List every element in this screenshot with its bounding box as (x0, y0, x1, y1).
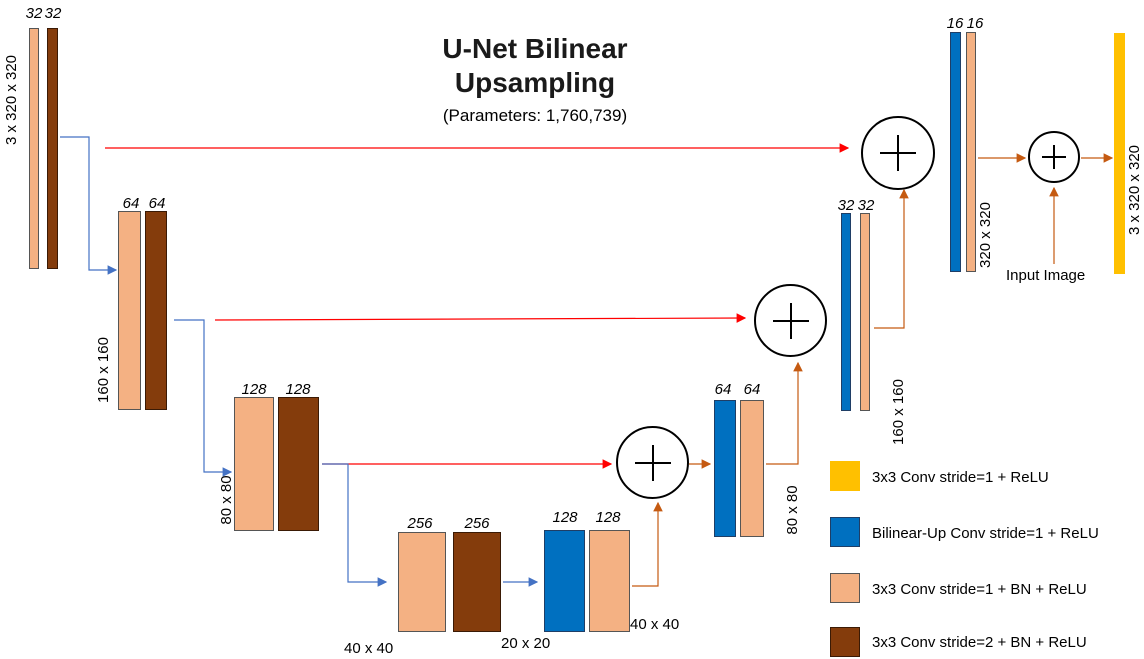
dec3-upsample-block (714, 400, 736, 537)
dim-label-80: 80 x 80 (218, 475, 235, 525)
dim-label-dec320: 320 x 320 (977, 202, 994, 268)
input-dim-label: 3 x 320 x 320 (3, 54, 20, 146)
skip-arrow-160 (214, 313, 747, 323)
diagram-title-line1: U-Net Bilinear (442, 33, 628, 64)
input-image-label: Input Image (1006, 267, 1086, 284)
channel-label: 128 (595, 509, 621, 526)
dec2-upsample-block (841, 213, 851, 411)
legend-label: Bilinear-Up Conv stride=1 + ReLU (872, 525, 1099, 542)
channel-label: 128 (241, 381, 267, 398)
down-arrow-2 (174, 319, 233, 477)
diagram-title-line2: Upsampling (454, 67, 616, 98)
dim-label-40: 40 x 40 (344, 640, 394, 657)
legend-swatch-yellow (830, 461, 860, 491)
legend-label: 3x3 Conv stride=2 + BN + ReLU (872, 634, 1087, 651)
channel-label: 128 (285, 381, 311, 398)
dec4-upsample-block (544, 530, 585, 632)
channel-label: 32 (837, 197, 855, 214)
legend-swatch-salmon (830, 573, 860, 603)
dec1-conv-block (966, 32, 976, 272)
channel-label: 64 (122, 195, 140, 212)
enc4-conv-block (398, 532, 446, 632)
channel-label: 32 (44, 5, 62, 22)
down-arrow-3 (322, 463, 388, 587)
channel-label: 16 (946, 15, 964, 32)
channel-label: 32 (25, 5, 43, 22)
enc4-down-block (453, 532, 501, 632)
channel-label: 256 (464, 515, 490, 532)
dim-label-dec40: 40 x 40 (630, 616, 680, 633)
down-arrow-1 (60, 136, 118, 275)
up-arrow-3 (766, 361, 803, 465)
output-dim-label: 3 x 320 x 320 (1126, 144, 1143, 236)
channel-label: 16 (966, 15, 984, 32)
sum-node-level1 (861, 116, 935, 190)
dec4-conv-block (589, 530, 630, 632)
dim-label-dec160: 160 x 160 (890, 379, 907, 445)
parameter-count: (Parameters: 1,760,739) (442, 106, 628, 125)
legend-label: 3x3 Conv stride=1 + ReLU (872, 469, 1049, 486)
channel-label: 32 (857, 197, 875, 214)
legend-swatch-blue (830, 517, 860, 547)
channel-label: 128 (552, 509, 578, 526)
enc1-conv-block (29, 28, 39, 269)
dim-label-dec80: 80 x 80 (784, 485, 801, 535)
dec2-conv-block (860, 213, 870, 411)
up-arrow-1 (632, 501, 663, 587)
legend-label: 3x3 Conv stride=1 + BN + ReLU (872, 581, 1087, 598)
dim-label-160: 160 x 160 (95, 337, 112, 403)
sum-node-level3 (616, 426, 689, 499)
enc3-conv-block (234, 397, 274, 531)
sum-node-level2 (754, 284, 827, 357)
enc1-down-block (47, 28, 58, 269)
output-conv-block (1114, 33, 1125, 274)
channel-label: 64 (714, 381, 732, 398)
up-arrow-4 (874, 188, 909, 329)
enc2-down-block (145, 211, 167, 410)
channel-label: 256 (407, 515, 433, 532)
channel-label: 64 (743, 381, 761, 398)
dec3-conv-block (740, 400, 764, 537)
channel-label: 64 (148, 195, 166, 212)
enc2-conv-block (118, 211, 141, 410)
dec1-upsample-block (950, 32, 961, 272)
sum-node-input (1028, 131, 1080, 183)
enc3-down-block (278, 397, 319, 531)
legend-swatch-brown (830, 627, 860, 657)
dim-label-20: 20 x 20 (501, 635, 551, 652)
